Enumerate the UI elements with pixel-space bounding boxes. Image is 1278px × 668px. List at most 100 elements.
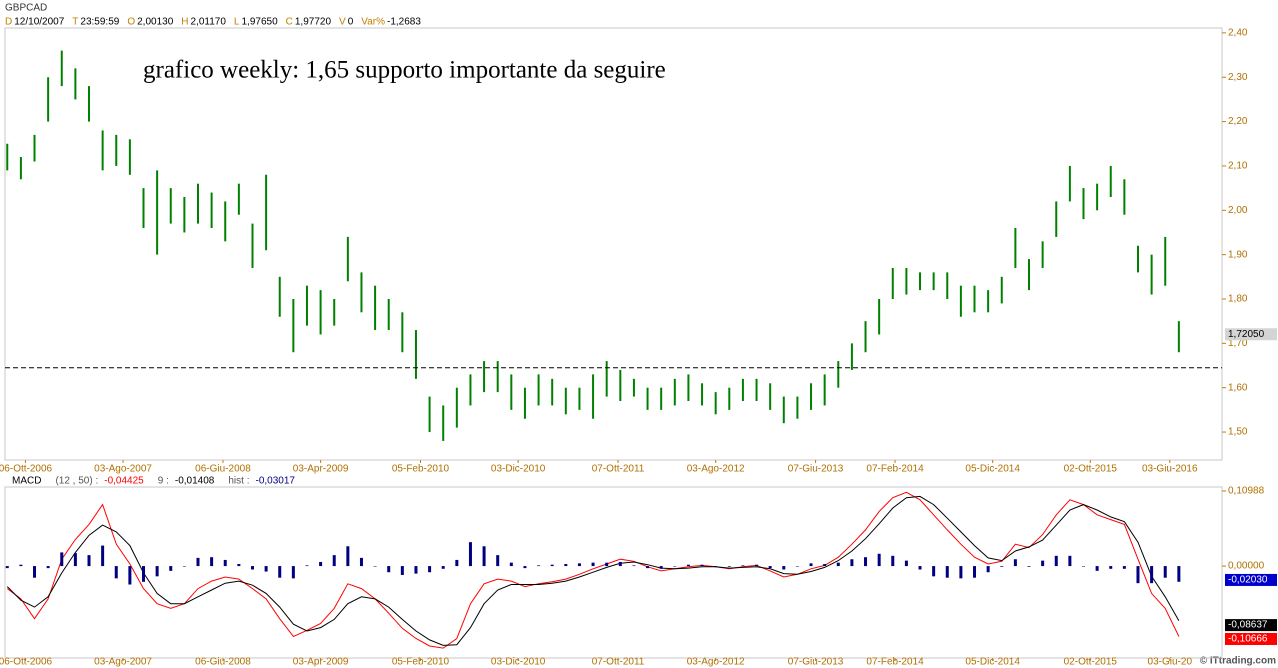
x-tick-label: 02-Ott-2015 <box>1064 657 1118 668</box>
histogram-bar <box>618 561 622 567</box>
histogram-bar <box>659 566 663 569</box>
info-value: 2,01170 <box>191 17 227 28</box>
histogram-bar <box>550 564 554 567</box>
x-tick-label: 03-Dic-2010 <box>491 657 546 668</box>
info-value: 12/10/2007 <box>14 17 64 28</box>
histogram-bar <box>359 557 363 567</box>
histogram-bar <box>973 566 977 578</box>
histogram-bar <box>250 566 254 570</box>
histogram-bar <box>1177 566 1181 582</box>
legend-value: -0,01408 <box>175 476 215 487</box>
histogram-bar <box>605 562 609 567</box>
histogram-bar <box>795 566 799 567</box>
histogram-bar <box>945 566 949 578</box>
y-tick-label: 1,70 <box>1228 338 1248 349</box>
legend-label: 9 : <box>158 476 169 487</box>
histogram-bar <box>564 564 568 567</box>
x-tick-label: 07-Feb-2014 <box>866 657 924 668</box>
histogram-bar <box>523 566 527 569</box>
histogram-bar <box>864 557 868 567</box>
histogram-bar <box>264 566 268 572</box>
histogram-bar <box>1150 566 1154 584</box>
x-tick-label: 07-Ott-2011 <box>592 657 645 668</box>
x-tick-label: 06-Ott-2006 <box>0 657 53 668</box>
histogram-bar <box>986 566 990 573</box>
histogram-bar <box>1163 566 1167 578</box>
panel-frame <box>4 486 1223 659</box>
histogram-bar <box>1109 566 1113 569</box>
last-value-label: -0,02030 <box>1228 575 1268 586</box>
histogram-bar <box>727 566 731 567</box>
histogram-bar <box>932 566 936 577</box>
x-tick-label: 03-Dic-2010 <box>491 464 546 475</box>
last-value-box <box>1225 573 1277 586</box>
histogram-bar <box>1041 560 1045 567</box>
y-tick-label: 2,20 <box>1228 116 1248 127</box>
histogram-bar <box>5 566 9 569</box>
histogram-bar <box>1027 566 1031 567</box>
x-tick-label: 06-Ott-2006 <box>0 464 53 475</box>
macd-line <box>6 495 1180 646</box>
histogram-bar <box>509 562 513 567</box>
x-tick-label: 06-Giu-2008 <box>195 657 251 668</box>
y-tick-label: 2,40 <box>1228 28 1248 39</box>
histogram-bar <box>60 552 64 567</box>
histogram-bar <box>33 566 37 578</box>
x-tick-label: 03-Giu-2016 <box>1142 464 1198 475</box>
last-value-label: -0,10666 <box>1228 634 1268 645</box>
y-tick-label: 0,10988 <box>1228 486 1265 497</box>
histogram-bar <box>918 566 922 570</box>
histogram-bar <box>591 562 595 567</box>
histogram-bar <box>373 566 377 567</box>
symbol: GBPCAD <box>5 3 47 14</box>
histogram-bar <box>346 546 350 567</box>
info-value: -1,2683 <box>387 17 421 28</box>
histogram-bar <box>700 564 704 567</box>
x-tick-label: 05-Feb-2010 <box>392 464 450 475</box>
x-tick-label: 07-Ott-2011 <box>592 464 645 475</box>
last-value-box <box>1225 328 1277 341</box>
histogram-bar <box>114 566 118 579</box>
y-tick-label: 1,60 <box>1228 382 1248 393</box>
info-key: V <box>339 17 346 28</box>
histogram-bar <box>101 545 105 567</box>
histogram-bar <box>577 563 581 567</box>
x-tick-label: 03-Ago-2007 <box>94 464 152 475</box>
histogram-bar <box>142 566 146 582</box>
histogram-bar <box>768 566 772 569</box>
histogram-bar <box>714 566 718 567</box>
y-tick-label: 2,00 <box>1228 205 1248 216</box>
histogram-bar <box>387 566 391 573</box>
histogram-bar <box>877 553 881 567</box>
histogram-bar <box>782 566 786 570</box>
histogram-bar <box>319 561 323 567</box>
histogram-bar <box>223 559 227 567</box>
x-tick-label: 03-Ago-2012 <box>687 657 745 668</box>
info-key: T <box>72 17 78 28</box>
histogram-bar <box>646 566 650 569</box>
panel-frame <box>4 27 1223 461</box>
x-tick-label: 03-Apr-2009 <box>293 464 349 475</box>
x-tick-label: 05-Dic-2014 <box>965 464 1020 475</box>
macd-line <box>6 491 1180 649</box>
histogram-bar <box>1136 566 1140 584</box>
histogram-bar <box>755 564 759 567</box>
last-value-label: 1,72050 <box>1228 329 1265 340</box>
histogram-bar <box>1095 566 1099 571</box>
info-value: 0 <box>348 17 354 28</box>
histogram-bar <box>128 566 132 585</box>
info-value: 23:59:59 <box>80 17 119 28</box>
histogram-bar <box>809 563 813 567</box>
histogram-bar <box>1013 559 1017 567</box>
histogram-bar <box>332 555 336 567</box>
info-value: 1,97720 <box>295 17 332 28</box>
y-tick-label: 2,10 <box>1228 161 1248 172</box>
x-tick-label: 06-Giu-2008 <box>195 464 251 475</box>
info-key: C <box>286 17 293 28</box>
footer: © ITtrading.com <box>1200 656 1276 667</box>
histogram-bar <box>46 566 50 569</box>
x-tick-label: 02-Ott-2015 <box>1064 464 1118 475</box>
info-key: H <box>181 17 188 28</box>
histogram-bar <box>237 564 241 567</box>
x-tick-label: 03-Ago-2012 <box>687 464 745 475</box>
